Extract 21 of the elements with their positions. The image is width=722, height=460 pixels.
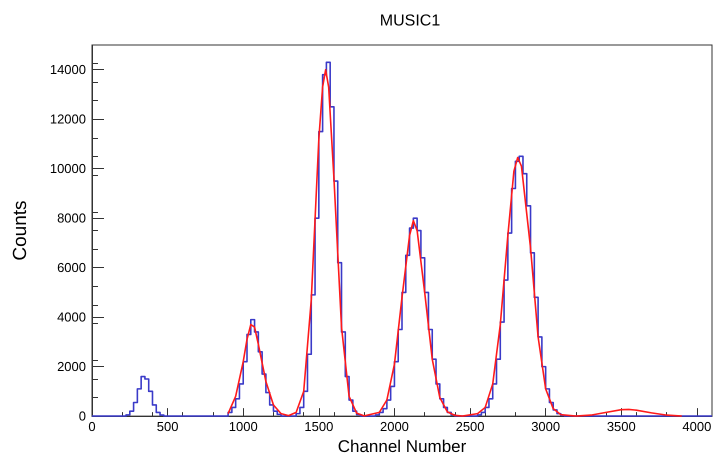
y-tick-label: 8000 (57, 210, 86, 226)
y-tick-label: 14000 (50, 62, 86, 78)
line-series (227, 68, 683, 417)
x-tick-label: 3500 (606, 419, 636, 434)
x-tick-label: 1000 (228, 419, 258, 434)
y-tick-label: 6000 (57, 260, 86, 276)
y-tick-label: 12000 (50, 112, 86, 127)
x-tick-label: 3000 (531, 419, 560, 434)
y-tick-label: 2000 (57, 359, 86, 374)
x-tick-label: 2000 (380, 419, 409, 434)
x-tick-label: 2500 (456, 419, 485, 434)
x-axis-title: Channel Number (338, 437, 467, 456)
x-tick-label: 1500 (304, 419, 334, 434)
y-tick-label: 0 (78, 408, 86, 424)
y-tick-label: 4000 (57, 310, 86, 325)
x-tick-label: 4000 (682, 419, 712, 434)
chart-title: MUSIC1 (380, 12, 440, 30)
y-axis-title: Counts (10, 200, 31, 261)
x-tick-label: 500 (156, 419, 178, 434)
y-tick-label: 10000 (50, 161, 86, 176)
x-tick-label: 0 (88, 419, 96, 434)
